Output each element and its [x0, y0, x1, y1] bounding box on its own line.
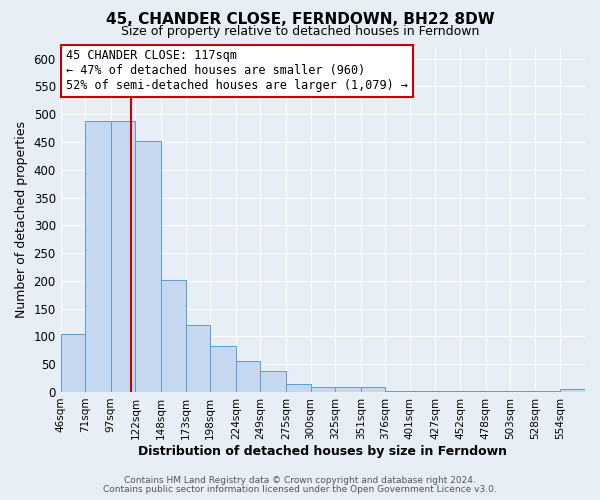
Bar [236, 362, 260, 392]
Bar [361, 387, 385, 392]
Bar [311, 387, 335, 392]
Bar [61, 334, 85, 392]
Y-axis label: Number of detached properties: Number of detached properties [15, 121, 28, 318]
Text: 45 CHANDER CLOSE: 117sqm
← 47% of detached houses are smaller (960)
52% of semi-: 45 CHANDER CLOSE: 117sqm ← 47% of detach… [66, 49, 408, 92]
Bar [161, 280, 185, 392]
Bar [560, 389, 585, 392]
Bar [185, 324, 210, 392]
Bar [410, 391, 436, 392]
Text: 45, CHANDER CLOSE, FERNDOWN, BH22 8DW: 45, CHANDER CLOSE, FERNDOWN, BH22 8DW [106, 12, 494, 26]
X-axis label: Distribution of detached houses by size in Ferndown: Distribution of detached houses by size … [139, 444, 508, 458]
Bar [136, 141, 161, 392]
Text: Size of property relative to detached houses in Ferndown: Size of property relative to detached ho… [121, 25, 479, 38]
Bar [535, 391, 560, 392]
Text: Contains HM Land Registry data © Crown copyright and database right 2024.: Contains HM Land Registry data © Crown c… [124, 476, 476, 485]
Bar [286, 384, 311, 392]
Bar [485, 391, 510, 392]
Bar [510, 391, 535, 392]
Bar [111, 122, 136, 392]
Text: Contains public sector information licensed under the Open Government Licence v3: Contains public sector information licen… [103, 485, 497, 494]
Bar [385, 391, 410, 392]
Bar [210, 346, 236, 392]
Bar [260, 372, 286, 392]
Bar [460, 391, 485, 392]
Bar [335, 387, 361, 392]
Bar [436, 391, 460, 392]
Bar [85, 122, 111, 392]
